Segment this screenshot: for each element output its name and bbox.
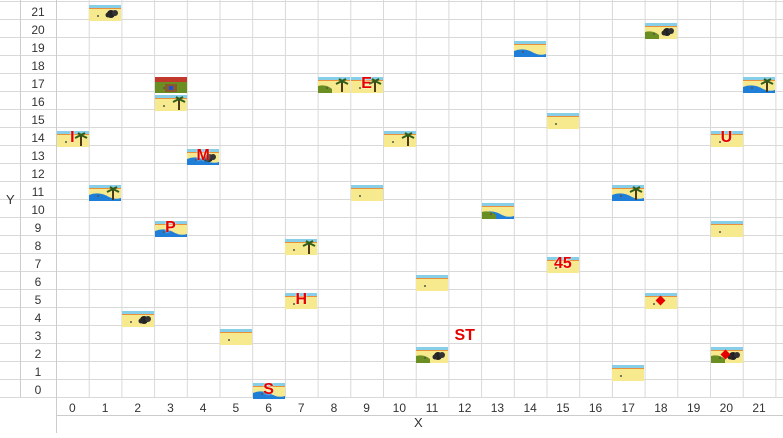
map-tile-bush-grass[interactable] (416, 346, 449, 363)
map-tile-palm-water[interactable] (612, 184, 645, 201)
x-tick-label: 16 (588, 401, 603, 415)
map-tile-palm[interactable] (350, 76, 383, 93)
x-tick-label: 0 (69, 401, 76, 415)
map-tile-sand[interactable] (710, 220, 743, 237)
x-tick-label: 15 (556, 401, 570, 415)
map-tile-sand[interactable] (547, 112, 579, 129)
map-tile-palm[interactable] (56, 130, 89, 147)
y-tick-label: 14 (31, 131, 45, 145)
map-tile-palm-water[interactable] (89, 184, 122, 201)
map-tile-bush[interactable] (121, 310, 154, 327)
y-tick-label: 19 (31, 41, 45, 55)
y-tick-label: 8 (34, 239, 42, 253)
x-axis-title: X (414, 415, 423, 430)
y-axis-title: Y (6, 192, 15, 207)
cell-label: H (295, 291, 308, 308)
cell-label: M (196, 147, 210, 164)
cell-label: E (361, 75, 372, 92)
y-tick-label: 5 (34, 293, 42, 307)
map-tile-water[interactable] (154, 220, 187, 237)
x-tick-label: 1 (101, 401, 109, 415)
y-tick-label: 20 (31, 23, 45, 37)
map-tile-house[interactable] (154, 76, 187, 93)
cell-label: I (70, 129, 75, 146)
x-tick-label: 2 (134, 401, 142, 415)
x-tick-label: 3 (167, 401, 174, 415)
cell-label: S (263, 381, 274, 398)
x-tick-label: 13 (490, 401, 505, 415)
y-tick-label: 11 (31, 185, 45, 199)
map-tile-palm-water[interactable] (743, 76, 776, 93)
x-tick-label: 20 (719, 401, 734, 415)
y-tick-label: 13 (31, 149, 45, 163)
y-tick-label: 12 (31, 167, 45, 181)
y-tick-label: 18 (31, 59, 45, 73)
x-tick-label: 8 (330, 401, 338, 415)
x-tick-label: 19 (686, 401, 701, 415)
map-tile-palm[interactable] (285, 238, 318, 255)
y-tick-label: 2 (34, 347, 42, 361)
map-tile-sand[interactable] (547, 256, 579, 273)
map-tile-sand[interactable] (350, 184, 383, 201)
y-tick-label: 0 (34, 383, 42, 397)
x-tick-label: 17 (621, 401, 635, 415)
map-tile-sand[interactable] (710, 130, 743, 147)
y-tick-label: 21 (31, 5, 45, 19)
map-tile-palm[interactable] (154, 94, 187, 111)
cell-label: ST (454, 327, 475, 344)
x-tick-label: 6 (265, 401, 272, 415)
map-tile-sand[interactable] (220, 328, 252, 345)
x-tick-label: 12 (458, 401, 472, 415)
y-tick-label: 16 (31, 95, 45, 109)
x-tick-label: 5 (232, 401, 240, 415)
y-tick-label: 7 (34, 257, 42, 271)
cell-label: U (720, 129, 733, 146)
y-tick-label: 1 (34, 365, 42, 379)
x-tick-label: 10 (392, 401, 407, 415)
map-tile-sand[interactable] (416, 274, 449, 291)
map-tile-palm[interactable] (383, 130, 416, 147)
x-tick-label: 4 (199, 401, 207, 415)
y-tick-label: 17 (31, 77, 45, 91)
x-tick-label: 7 (297, 401, 305, 415)
x-tick-label: 14 (523, 401, 537, 415)
map-tile-bush-grass[interactable] (645, 22, 678, 39)
cell-label: 45 (553, 255, 572, 272)
y-tick-label: 3 (34, 329, 42, 343)
map-tile-water[interactable] (514, 40, 547, 57)
x-tick-label: 18 (654, 401, 668, 415)
x-tick-label: 9 (363, 401, 370, 415)
y-tick-label: 9 (34, 221, 42, 235)
map-tile-bush[interactable] (89, 4, 122, 21)
x-tick-label: 11 (425, 401, 439, 415)
map-tile-bush-water[interactable] (187, 148, 220, 165)
x-tick-label: 21 (752, 401, 766, 415)
map-tile-water[interactable] (252, 382, 285, 399)
y-tick-label: 10 (31, 203, 45, 217)
y-tick-label: 4 (34, 311, 42, 325)
map-tile-water-grass[interactable] (481, 202, 514, 219)
map-tile-sand[interactable] (285, 292, 318, 309)
y-tick-label: 6 (34, 275, 42, 289)
map-tile-palm-grass[interactable] (318, 76, 351, 93)
cell-label: P (165, 219, 176, 236)
y-tick-label: 15 (31, 113, 45, 127)
map-tile-sand[interactable] (612, 364, 645, 381)
